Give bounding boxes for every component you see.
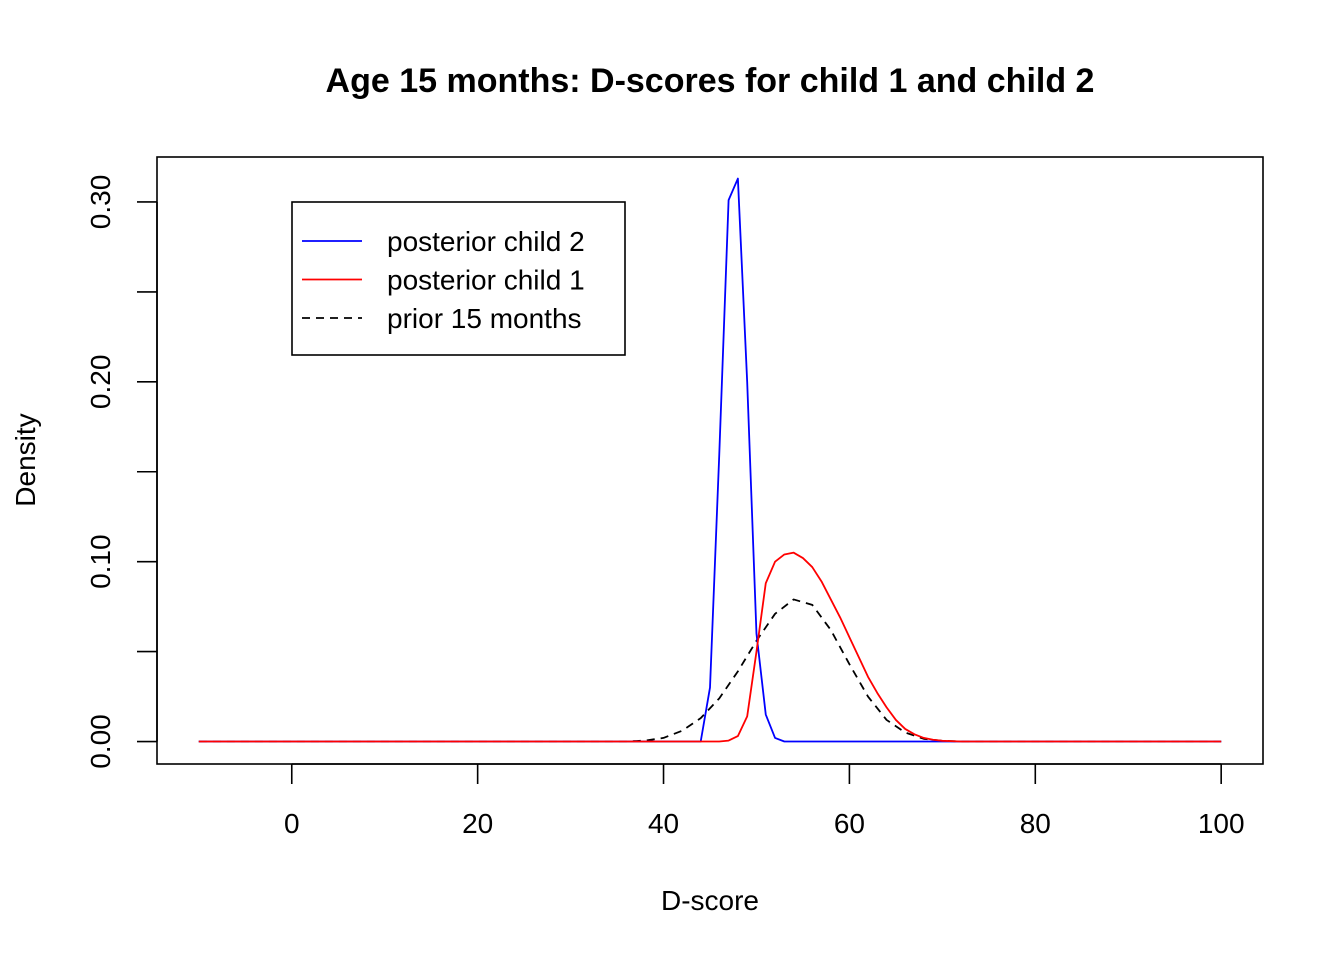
- chart-title: Age 15 months: D-scores for child 1 and …: [326, 62, 1095, 100]
- y-tick-label: 0.00: [85, 714, 116, 769]
- legend-box: [291, 201, 626, 356]
- x-tick-label: 0: [284, 808, 300, 839]
- legend-label: prior 15 months: [387, 303, 582, 334]
- legend-label: posterior child 2: [387, 226, 585, 257]
- series-line-prior-15-months: [198, 598, 1222, 743]
- x-tick-label: 80: [1020, 808, 1051, 839]
- x-axis-label: D-score: [661, 885, 759, 916]
- series-line-posterior-child-1: [198, 551, 1222, 743]
- legend: posterior child 2 posterior child 1 prior …: [291, 201, 626, 356]
- x-tick-label: 60: [834, 808, 865, 839]
- x-tick-label: 40: [648, 808, 679, 839]
- y-tick-label: 0.20: [85, 355, 116, 410]
- y-axis: 0.00 0.10 0.20 0.30: [85, 175, 158, 769]
- legend-label: posterior child 1: [387, 265, 585, 296]
- x-axis: 0 20 40 60 80 100: [284, 763, 1245, 839]
- y-tick-label: 0.30: [85, 175, 116, 230]
- series-line-posterior-child-2: [198, 177, 1222, 743]
- series-layer: [198, 177, 1222, 743]
- x-tick-label: 20: [462, 808, 493, 839]
- x-tick-label: 100: [1198, 808, 1245, 839]
- y-axis-label: Density: [10, 413, 41, 506]
- y-tick-label: 0.10: [85, 534, 116, 589]
